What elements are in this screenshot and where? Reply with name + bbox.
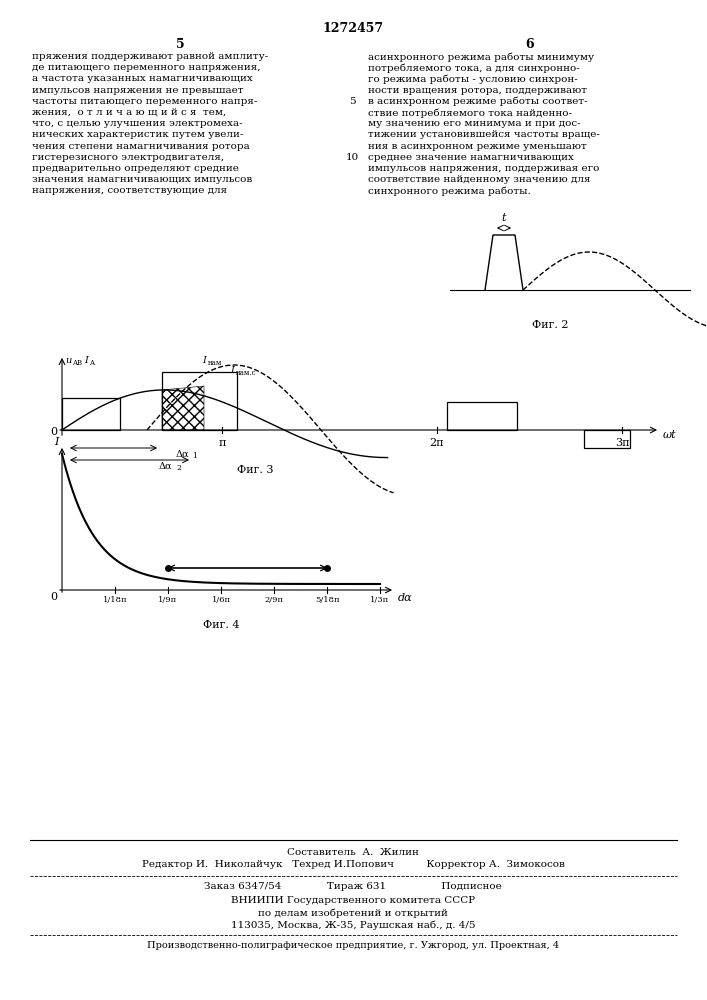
- Text: му значению его минимума и при дос-: му значению его минимума и при дос-: [368, 119, 580, 128]
- Text: 2π: 2π: [430, 438, 444, 448]
- Text: гистерезисного электродвигателя,: гистерезисного электродвигателя,: [32, 153, 224, 162]
- Text: 113035, Москва, Ж-35, Раушская наб., д. 4/5: 113035, Москва, Ж-35, Раушская наб., д. …: [230, 920, 475, 930]
- Text: что, с целью улучшения электромеха-: что, с целью улучшения электромеха-: [32, 119, 243, 128]
- Text: ВНИИПИ Государственного комитета СССР: ВНИИПИ Государственного комитета СССР: [231, 896, 475, 905]
- Bar: [447, 402, 517, 430]
- Text: I: I: [202, 356, 206, 365]
- Text: 5: 5: [349, 97, 356, 106]
- Bar: [62, 398, 120, 430]
- Text: 1/9π: 1/9π: [158, 596, 177, 604]
- Text: t: t: [502, 213, 506, 223]
- Text: 3π: 3π: [615, 438, 629, 448]
- Text: чения степени намагничивания ротора: чения степени намагничивания ротора: [32, 142, 250, 151]
- Text: dα: dα: [398, 593, 413, 603]
- Text: 1: 1: [192, 452, 197, 460]
- Text: 1/18π: 1/18π: [103, 596, 127, 604]
- Text: 5/18π: 5/18π: [315, 596, 339, 604]
- Text: Заказ 6347/54              Тираж 631                 Подписное: Заказ 6347/54 Тираж 631 Подписное: [204, 882, 502, 891]
- Text: I: I: [230, 366, 234, 375]
- Text: 1272457: 1272457: [322, 22, 384, 35]
- Text: Фиг. 4: Фиг. 4: [203, 620, 239, 630]
- Text: в асинхронном режиме работы соответ-: в асинхронном режиме работы соответ-: [368, 97, 588, 106]
- Text: Δα: Δα: [158, 462, 172, 471]
- Text: ния в асинхронном режиме уменьшают: ния в асинхронном режиме уменьшают: [368, 142, 587, 151]
- Text: а частота указанных намагничивающих: а частота указанных намагничивающих: [32, 74, 252, 83]
- Text: 1/3π: 1/3π: [370, 596, 390, 604]
- Text: пряжения поддерживают равной амплиту-: пряжения поддерживают равной амплиту-: [32, 52, 268, 61]
- Text: 0: 0: [50, 592, 57, 602]
- Bar: [584, 430, 630, 448]
- Text: импульсов напряжения, поддерживая его: импульсов напряжения, поддерживая его: [368, 164, 600, 173]
- Text: Фиг. 2: Фиг. 2: [532, 320, 568, 330]
- Text: 10: 10: [346, 153, 358, 162]
- Text: по делам изобретений и открытий: по делам изобретений и открытий: [258, 908, 448, 918]
- Text: 5: 5: [175, 38, 185, 51]
- Text: A: A: [89, 359, 94, 367]
- Text: тижении установившейся частоты враще-: тижении установившейся частоты враще-: [368, 130, 600, 139]
- Text: 1/6π: 1/6π: [211, 596, 230, 604]
- Text: I: I: [54, 437, 59, 447]
- Text: напряжения, соответствующие для: напряжения, соответствующие для: [32, 186, 227, 195]
- Text: AB: AB: [72, 359, 82, 367]
- Text: нам: нам: [208, 359, 223, 367]
- Text: 0: 0: [50, 427, 57, 437]
- Text: π: π: [218, 438, 226, 448]
- Text: предварительно определяют средние: предварительно определяют средние: [32, 164, 239, 173]
- Text: жения,  о т л и ч а ю щ и й с я  тем,: жения, о т л и ч а ю щ и й с я тем,: [32, 108, 226, 117]
- Text: I: I: [84, 356, 88, 365]
- Text: ствие потребляемого тока найденно-: ствие потребляемого тока найденно-: [368, 108, 572, 117]
- Text: синхронного режима работы.: синхронного режима работы.: [368, 186, 531, 196]
- Text: нических характеристик путем увели-: нических характеристик путем увели-: [32, 130, 243, 139]
- Text: Производственно-полиграфическое предприятие, г. Ужгород, ул. Проектная, 4: Производственно-полиграфическое предприя…: [147, 941, 559, 950]
- Text: 2: 2: [176, 464, 181, 472]
- Text: 6: 6: [526, 38, 534, 51]
- Text: потребляемого тока, а для синхронно-: потребляемого тока, а для синхронно-: [368, 63, 580, 73]
- Bar: [162, 372, 237, 430]
- Text: импульсов напряжения не превышает: импульсов напряжения не превышает: [32, 86, 243, 95]
- Text: среднее значение намагничивающих: среднее значение намагничивающих: [368, 153, 574, 162]
- Text: Фиг. 3: Фиг. 3: [237, 465, 273, 475]
- Text: u: u: [65, 356, 71, 365]
- Text: Δα: Δα: [175, 450, 189, 459]
- Text: Составитель  А.  Жилин: Составитель А. Жилин: [287, 848, 419, 857]
- Text: нам.с: нам.с: [236, 369, 257, 377]
- Text: частоты питающего переменного напря-: частоты питающего переменного напря-: [32, 97, 257, 106]
- Text: соответствие найденному значению для: соответствие найденному значению для: [368, 175, 590, 184]
- Text: ности вращения ротора, поддерживают: ности вращения ротора, поддерживают: [368, 86, 587, 95]
- Text: значения намагничивающих импульсов: значения намагничивающих импульсов: [32, 175, 252, 184]
- Text: де питающего переменного напряжения,: де питающего переменного напряжения,: [32, 63, 260, 72]
- Text: ωt: ωt: [663, 430, 677, 440]
- Text: асинхронного режима работы минимуму: асинхронного режима работы минимуму: [368, 52, 594, 62]
- Text: 2/9π: 2/9π: [264, 596, 284, 604]
- Text: го режима работы - условию синхрон-: го режима работы - условию синхрон-: [368, 74, 578, 84]
- Text: Редактор И.  Николайчук   Техред И.Попович          Корректор А.  Зимокосов: Редактор И. Николайчук Техред И.Попович …: [141, 860, 564, 869]
